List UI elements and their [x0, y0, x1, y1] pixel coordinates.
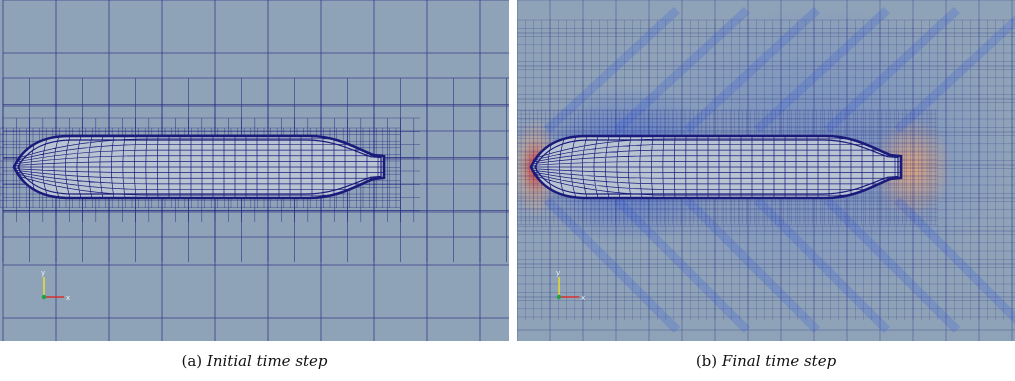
axes-triad: yx	[41, 269, 70, 302]
caption-a-text: Initial time step	[206, 352, 328, 370]
caption-b: (b) Final time step	[517, 352, 1015, 370]
z-axis-dot	[556, 294, 562, 300]
y-axis-label: y	[556, 269, 560, 277]
ship-hull-mesh	[529, 134, 903, 200]
caption-b-tag: (b)	[695, 352, 718, 370]
mesh-view-final: yx	[517, 0, 1015, 341]
x-axis-label: x	[66, 294, 70, 302]
caption-b-text: Final time step	[721, 352, 837, 370]
ship-hull-mesh	[12, 134, 386, 200]
mesh-view-initial: yx	[0, 0, 509, 341]
caption-a: (a) Initial time step	[0, 352, 509, 370]
y-axis-label: y	[41, 269, 45, 277]
caption-a-tag: (a)	[181, 352, 203, 370]
z-axis-dot	[41, 294, 47, 300]
axes-triad: yx	[556, 269, 585, 302]
x-axis-label: x	[581, 294, 585, 302]
